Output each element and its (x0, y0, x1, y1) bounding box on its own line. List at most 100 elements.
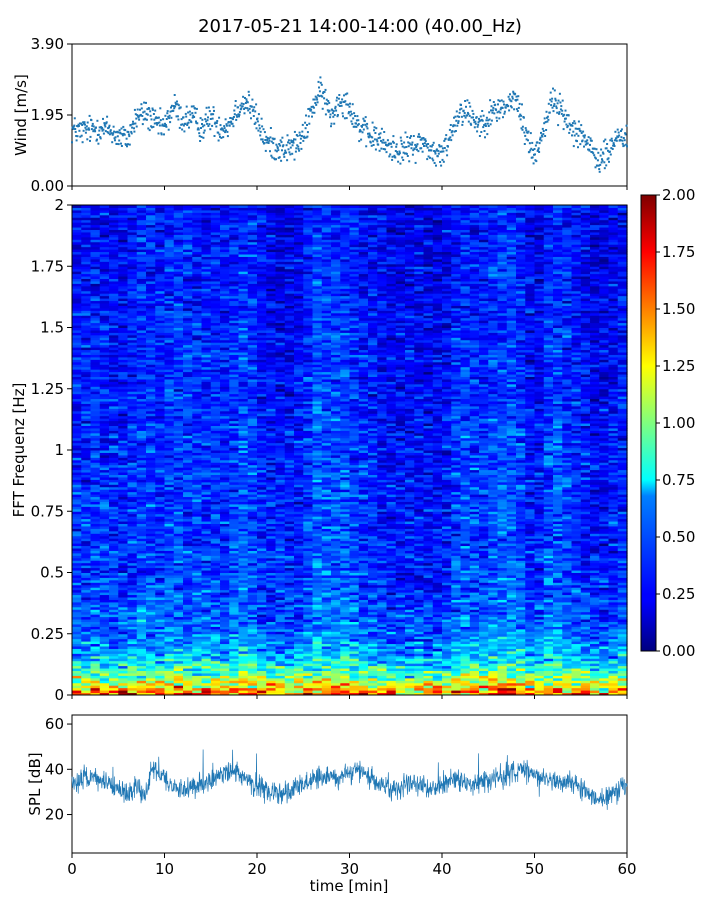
wind-point (316, 98, 319, 101)
spectrogram-cell (229, 646, 240, 649)
spectrogram-cell (543, 677, 554, 681)
spectrogram-cell (303, 599, 314, 603)
spectrogram-cell (432, 672, 443, 676)
spectrogram-cell (118, 579, 129, 583)
wind-point (624, 132, 627, 135)
wind-point (356, 115, 359, 118)
spectrogram-cell (516, 611, 526, 615)
wind-point (84, 123, 86, 126)
spectrogram-cell (497, 604, 508, 608)
spectrogram-cell (275, 609, 286, 613)
spectrogram-cell (571, 650, 582, 654)
spectrogram-cell (146, 638, 156, 642)
spectrogram-cell (497, 638, 508, 642)
spectrogram-cell (543, 670, 554, 674)
spectrogram-cell (72, 560, 82, 564)
spectrogram-cell (146, 685, 156, 689)
figure-title: 2017-05-21 14:00-14:00 (40.00_Hz) (198, 16, 522, 37)
spectrogram-cell (220, 621, 230, 625)
wind-point (124, 129, 127, 132)
spectrogram-cell (599, 641, 610, 645)
spectrogram-cell (183, 675, 193, 679)
spectrogram-cell (617, 680, 628, 684)
spectrogram-cell (90, 589, 101, 593)
spectrogram-cell (460, 663, 471, 667)
spectrogram-cell (580, 665, 591, 669)
spectrogram-cells (72, 205, 628, 696)
spectrogram-cell (294, 655, 304, 659)
wind-point (306, 124, 308, 126)
spectrogram-cell (266, 680, 277, 684)
spectrogram-cell (543, 616, 554, 620)
spectrogram-cell (460, 643, 471, 647)
spectrogram-cell (617, 685, 628, 689)
spectrogram-cell (81, 655, 92, 659)
wind-point (311, 115, 313, 118)
wind-point (296, 134, 299, 137)
spectrogram-cell (506, 685, 517, 689)
spectrogram-cell (173, 562, 184, 566)
wind-point (328, 101, 331, 104)
spectrogram-cell (164, 646, 175, 649)
spectrogram-cell (590, 638, 600, 642)
spectrogram-cell (386, 577, 397, 581)
spectrogram-cell (136, 584, 147, 588)
wind-point (561, 109, 564, 112)
wind-point (152, 125, 155, 128)
spectrogram-cell (377, 548, 388, 551)
wind-point (151, 126, 153, 129)
spectrogram-cell (432, 619, 443, 622)
spectrogram-cell (534, 643, 545, 647)
spectrogram-cell (229, 606, 240, 610)
spectrogram-cell (201, 550, 212, 554)
spectrogram-cell (516, 557, 526, 561)
spectrogram-cell (451, 594, 462, 598)
spectrogram-cell (257, 623, 267, 627)
spectrogram-cell (146, 653, 156, 657)
spectrogram-cell (488, 619, 499, 622)
spectrogram-cell (109, 682, 119, 686)
spectrogram-cell (506, 672, 517, 676)
spectrogram-cell (442, 572, 452, 576)
spectrogram-cell (423, 636, 434, 640)
wind-point (234, 100, 237, 102)
spectrogram-cell (580, 611, 591, 615)
spectrogram-cell (331, 570, 341, 573)
spectrogram-cell (136, 631, 147, 635)
spectrogram-cell (553, 641, 563, 645)
spectrogram-cell (127, 653, 138, 657)
spectrogram-cell (599, 562, 610, 566)
spectrogram-cell (525, 616, 536, 620)
spectrogram-cell (395, 619, 406, 622)
spectrogram-cell (534, 565, 545, 569)
spectrogram-cell (525, 668, 536, 671)
spectrogram-cell (99, 687, 110, 691)
wind-point (315, 103, 318, 106)
spectrogram-cell (395, 550, 406, 554)
spectrogram-cell (275, 631, 286, 635)
wind-point (276, 147, 279, 149)
spectrogram-cell (229, 599, 240, 603)
wind-point (73, 124, 76, 127)
spectrogram-cell (497, 655, 508, 659)
wind-point (362, 117, 365, 120)
wind-point (319, 76, 322, 79)
wind-point (252, 108, 255, 111)
spectrogram-cell (525, 567, 536, 571)
spectrogram-cell (257, 545, 267, 549)
spectrogram-cell (164, 594, 175, 598)
spectrogram-cell (479, 611, 489, 615)
spectrogram-cell (525, 597, 536, 600)
spectrogram-cell (118, 597, 129, 600)
spectrogram-cell (303, 560, 314, 564)
wind-point (489, 123, 492, 126)
spectrogram-cell (497, 587, 508, 591)
spectrogram-cell (405, 594, 415, 598)
wind-point (481, 110, 484, 112)
spectrogram-cell (395, 609, 406, 613)
spectrogram-cell (525, 614, 536, 618)
wind-point (88, 128, 91, 131)
spectrogram-cell (562, 594, 573, 598)
spectrogram-cell (460, 606, 471, 610)
spectrogram-cell (562, 668, 573, 671)
